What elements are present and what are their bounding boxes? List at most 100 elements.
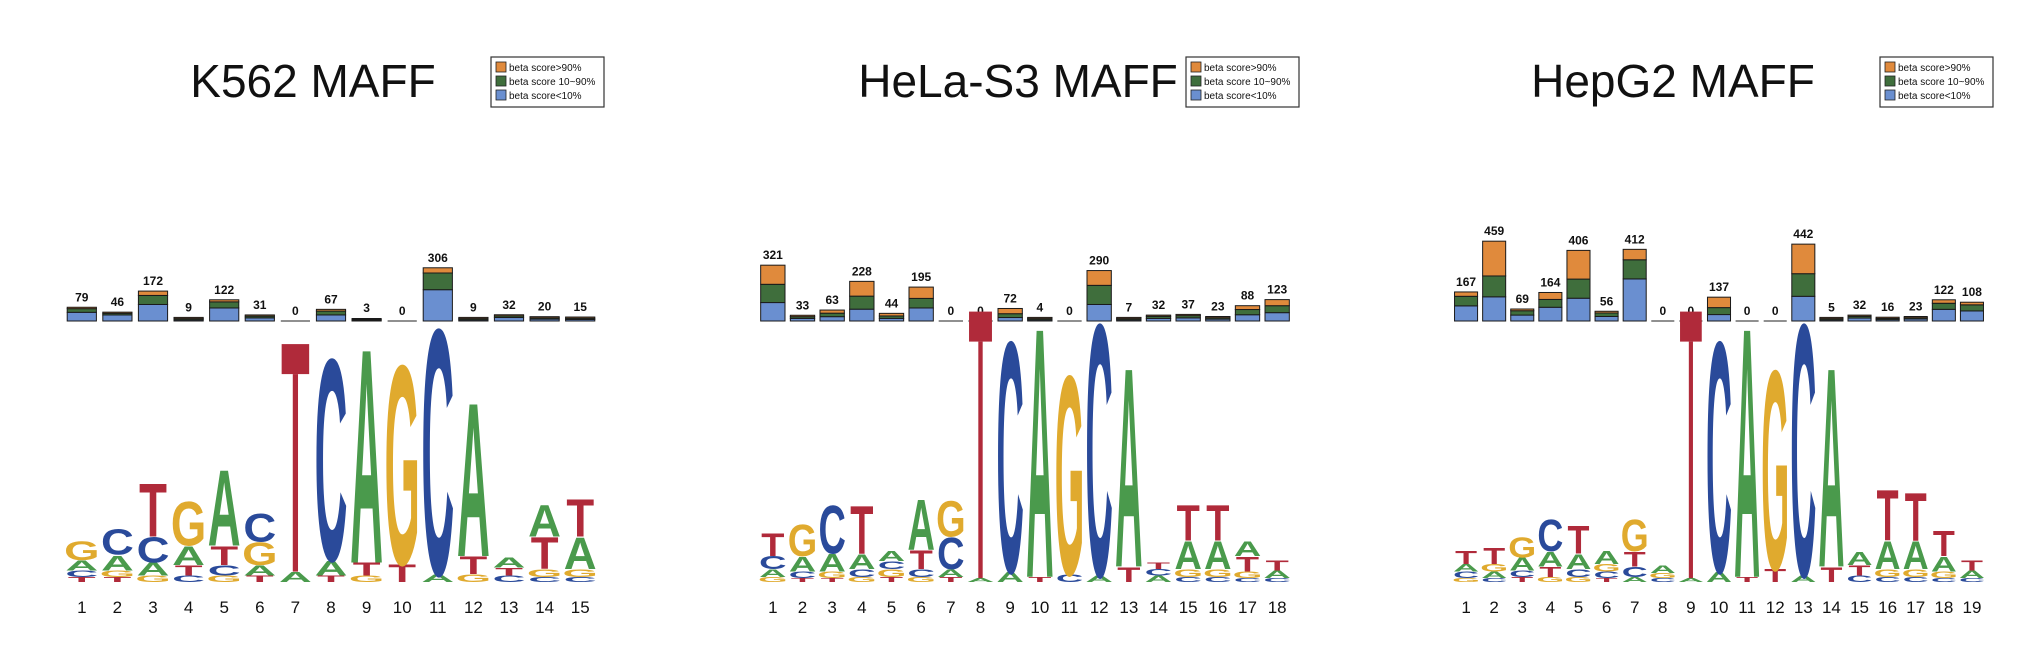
logo-letter-G: G: [1621, 510, 1649, 561]
position-label: 2: [1489, 598, 1498, 617]
logo-letter-T: [969, 311, 992, 342]
bar-count-label: 3: [363, 301, 370, 315]
logo-letter-A: A: [137, 560, 170, 580]
bar-stack: [1819, 316, 1844, 322]
bar-count-label: 0: [399, 304, 406, 318]
position-label: 3: [148, 598, 157, 617]
logo-letter-T: T: [1177, 496, 1200, 551]
bar-segment-low: [1622, 278, 1647, 322]
logo-letter-C: C: [1145, 567, 1173, 577]
logo-letter-C: C: [996, 272, 1023, 642]
logo-letter-T: T: [1483, 544, 1505, 570]
logo-letter-G: G: [349, 574, 384, 584]
position-label: 13: [500, 598, 519, 617]
bar-stack: [137, 290, 169, 322]
bar-segment-high: [565, 316, 596, 319]
logo-letter-A: A: [315, 556, 348, 580]
bar-segment-high: [102, 311, 133, 314]
logo-letter-G: G: [936, 492, 965, 547]
chart-panel-3: HepG2 MAFF beta score>90% beta score 10~90…: [1452, 55, 1994, 652]
logo-letter-T: T: [1736, 576, 1758, 584]
position-label: 14: [1149, 598, 1168, 617]
bar-stack: [244, 314, 275, 322]
position-label: 14: [535, 598, 554, 617]
logo-letter-C: C: [1903, 576, 1929, 584]
bar-stack: [529, 316, 560, 322]
bar-count-label: 164: [1540, 275, 1560, 289]
logo-letter-C: C: [1875, 576, 1901, 584]
logo-letter-A: A: [1734, 253, 1760, 652]
bar-count-label: 0: [1772, 304, 1779, 318]
logo-letter-C: C: [564, 576, 597, 584]
bar-segment-high: [1454, 291, 1479, 297]
bar-stack: [1145, 314, 1172, 322]
bar-count-label: 67: [324, 292, 338, 306]
bar-stack: [1454, 291, 1479, 322]
logo-letter-T: T: [566, 488, 594, 549]
logo-letter-T: T: [1764, 566, 1787, 586]
bar-stack: [1931, 299, 1956, 322]
position-label: 10: [1030, 598, 1049, 617]
bar-stack: [102, 311, 133, 322]
bar-count-label: 0: [1659, 304, 1666, 318]
bar-segment-high: [1234, 305, 1261, 311]
logo-letter-C: C: [1453, 570, 1479, 580]
bar-segment-mid: [908, 297, 934, 309]
legend-label-mid: beta score 10~90%: [1898, 77, 1985, 88]
logo-letter-T: T: [1511, 576, 1533, 584]
logo-letter-T: T: [139, 469, 167, 554]
bar-segment-high: [1264, 299, 1290, 307]
logo-letter-T: T: [1905, 478, 1927, 556]
position-label: 4: [184, 598, 193, 617]
bar-segment-low: [493, 317, 525, 322]
logo-letter-G: G: [1203, 567, 1232, 579]
logo-letter-G: G: [1902, 567, 1930, 579]
logo-letter-T: T: [1820, 563, 1842, 587]
position-label: 9: [1686, 598, 1695, 617]
position-label: 14: [1822, 598, 1841, 617]
bar-stack: [315, 308, 347, 322]
bar-segment-high: [1538, 291, 1563, 300]
bar-count-label: 31: [253, 298, 267, 312]
logo-letter-A: A: [1959, 568, 1985, 580]
position-label: 1: [768, 598, 777, 617]
bar-count-label: 0: [977, 304, 984, 318]
bar-stack: [1903, 315, 1928, 322]
bar-stack: [878, 312, 905, 322]
logo-letter-A: A: [279, 569, 312, 585]
logo-letter-T: T: [880, 575, 904, 583]
logo-letter-A: A: [350, 286, 383, 629]
bar-segment-high: [1510, 308, 1535, 312]
logo-letter-T: T: [460, 552, 488, 580]
bar-segment-high: [315, 308, 347, 312]
position-label: 6: [916, 598, 925, 617]
logo-letter-C: C: [208, 563, 241, 579]
bar-segment-high: [1086, 270, 1112, 286]
logo-letter-C: C: [65, 569, 98, 579]
bar-segment-high: [66, 306, 97, 310]
bar-segment-high: [1594, 310, 1619, 314]
bar-segment-low: [137, 303, 169, 322]
legend-label-mid: beta score 10~90%: [509, 77, 596, 88]
bar-segment-low: [1538, 306, 1563, 322]
legend-box: [1879, 56, 1994, 108]
legend-swatch-low: [1190, 89, 1202, 101]
bar-segment-mid: [849, 295, 875, 310]
logo-letter-C: C: [1263, 577, 1290, 583]
logo-letter-G: G: [758, 575, 787, 583]
bar-stack: [908, 286, 934, 322]
logo-letter-T: T: [353, 560, 381, 580]
bar-segment-high: [819, 309, 845, 314]
logo-letter-C: C: [1706, 272, 1732, 642]
position-label: 7: [291, 598, 300, 617]
chart-title: K562 MAFF: [190, 55, 435, 107]
logo-letter-C: C: [1650, 577, 1676, 583]
logo-letter-C: C: [759, 553, 786, 573]
bar-stack: [1205, 315, 1231, 322]
logo-letter-G: G: [877, 567, 906, 579]
logo-letter-G: G: [906, 575, 935, 583]
logo-letter-C: C: [1931, 577, 1957, 583]
bar-count-label: 290: [1089, 254, 1109, 268]
logo-letter-A: A: [1174, 534, 1201, 578]
